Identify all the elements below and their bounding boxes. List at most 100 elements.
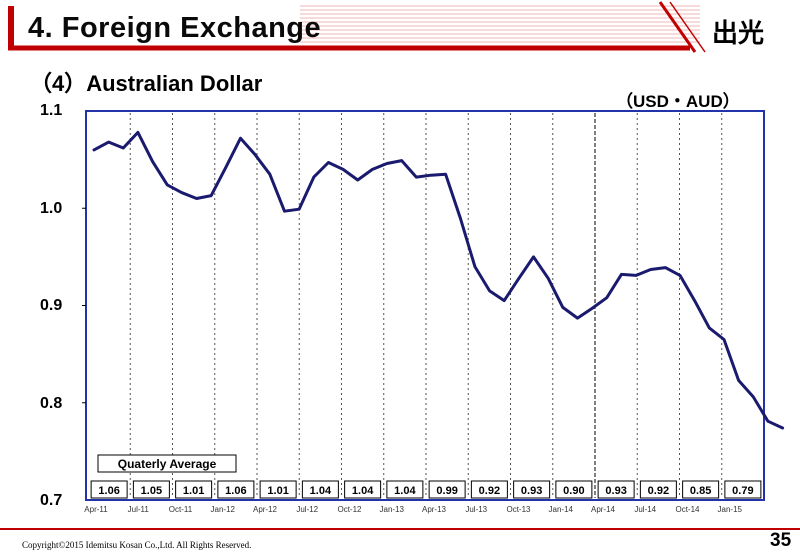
y-tick-label: 0.8	[40, 395, 63, 412]
data-point	[385, 162, 389, 165]
quarterly-average-box	[175, 480, 213, 499]
data-point	[283, 210, 286, 213]
data-point	[195, 197, 198, 200]
data-point	[752, 395, 755, 399]
x-tick-label: Jul-14	[634, 505, 656, 514]
data-point	[737, 379, 740, 382]
data-point	[268, 173, 271, 176]
quarterly-average-box	[597, 480, 635, 499]
data-point	[415, 175, 418, 179]
line-chart: Quaterly Average 1.06 1.05 1.01 1.06 1.01 1.04…	[82, 110, 785, 514]
data-point	[239, 137, 242, 140]
data-point	[664, 266, 667, 269]
company-logo: 出光	[712, 19, 765, 49]
quarterly-average-value: 0.93	[521, 485, 542, 497]
data-point	[517, 277, 521, 280]
quarterly-average-box	[217, 480, 255, 499]
data-point	[254, 153, 257, 156]
data-point	[708, 326, 711, 330]
x-tick-label: Oct-13	[506, 505, 531, 514]
y-tick-label: 1.0	[40, 200, 63, 217]
data-point	[693, 299, 696, 302]
x-tick-label: Jul-11	[128, 505, 150, 514]
quarterly-average-box	[724, 480, 762, 499]
data-point	[92, 148, 96, 152]
x-tick-label: Apr-14	[591, 505, 616, 514]
footer-divider	[0, 528, 800, 530]
data-point	[459, 216, 462, 220]
data-point	[151, 160, 154, 163]
quarterly-average-value: 0.85	[690, 485, 711, 497]
copyright-text: Copyright©2015 Idemitsu Kosan Co.,Ltd. A…	[22, 540, 252, 550]
data-point	[678, 274, 682, 277]
data-point	[400, 159, 403, 162]
quarterly-average-value: 0.90	[563, 485, 584, 497]
quarterly-average-box	[639, 480, 677, 499]
quarterly-average-box	[90, 480, 128, 499]
quarterly-average-value: 1.01	[183, 485, 204, 497]
quarterly-average-value: 0.92	[648, 485, 669, 497]
quarterly-average-value: 1.05	[141, 485, 162, 497]
data-point	[327, 161, 330, 164]
unit-label: （USD・AUD）	[616, 92, 740, 111]
data-point	[766, 420, 770, 423]
page-number: 35	[770, 530, 792, 551]
data-point	[371, 168, 374, 171]
x-tick-label: Jan-15	[718, 505, 743, 514]
y-tick-label: 0.9	[40, 297, 63, 314]
data-point	[620, 273, 623, 276]
data-point	[576, 316, 579, 320]
data-point	[297, 208, 301, 211]
quarterly-average-box	[682, 480, 720, 499]
series-line	[92, 130, 785, 430]
data-point	[122, 146, 125, 150]
quarterly-average-box	[259, 480, 297, 499]
data-point	[180, 191, 184, 194]
quarterly-average-box	[428, 480, 466, 499]
quarterly-average-value: 1.06	[98, 485, 119, 497]
x-tick-label: Oct-12	[337, 505, 362, 514]
quarterly-average-box	[97, 454, 237, 473]
data-point	[136, 131, 140, 134]
quarterly-average-box	[470, 480, 508, 499]
quarterly-average-box	[301, 480, 339, 499]
quarterly-average-value: 1.04	[352, 485, 374, 497]
quarterly-average-value: 1.01	[267, 485, 288, 497]
data-point	[590, 307, 594, 310]
y-tick-label: 0.7	[40, 492, 63, 509]
x-tick-label: Jul-13	[465, 505, 487, 514]
page-title: 4. Foreign Exchange	[28, 12, 322, 44]
x-tick-label: Oct-11	[169, 505, 193, 514]
data-point	[547, 277, 550, 280]
quarterly-average-box	[555, 480, 593, 499]
quarterly-average-value: 0.93	[605, 485, 626, 497]
quarterly-average-box	[344, 480, 382, 499]
data-point	[356, 178, 359, 182]
data-point	[312, 175, 315, 179]
data-point	[532, 255, 535, 259]
data-point	[224, 166, 227, 169]
data-point	[561, 306, 564, 309]
x-tick-label: Jan-13	[380, 505, 405, 514]
quarterly-average-value: 1.04	[394, 485, 416, 497]
data-point	[166, 183, 169, 187]
quarterly-average-value: 0.92	[479, 485, 500, 497]
data-point	[107, 140, 110, 144]
quarterly-average-value: 1.06	[225, 485, 246, 497]
x-tick-label: Apr-12	[253, 505, 278, 514]
data-point	[503, 299, 506, 302]
data-point	[210, 194, 213, 197]
x-tick-label: Jul-12	[296, 505, 318, 514]
chart-subtitle: （4）Australian Dollar	[30, 71, 263, 96]
data-point	[444, 173, 447, 176]
x-tick-label: Jan-12	[211, 505, 236, 514]
data-point	[488, 289, 491, 293]
data-point	[473, 265, 477, 268]
data-point	[429, 174, 433, 177]
y-tick-label: 1.1	[40, 102, 63, 119]
x-tick-label: Apr-11	[84, 505, 108, 514]
data-point	[634, 274, 638, 277]
plot-frame	[85, 110, 765, 501]
quarterly-average-label: Quaterly Average	[118, 457, 217, 471]
x-tick-label: Oct-14	[675, 505, 700, 514]
